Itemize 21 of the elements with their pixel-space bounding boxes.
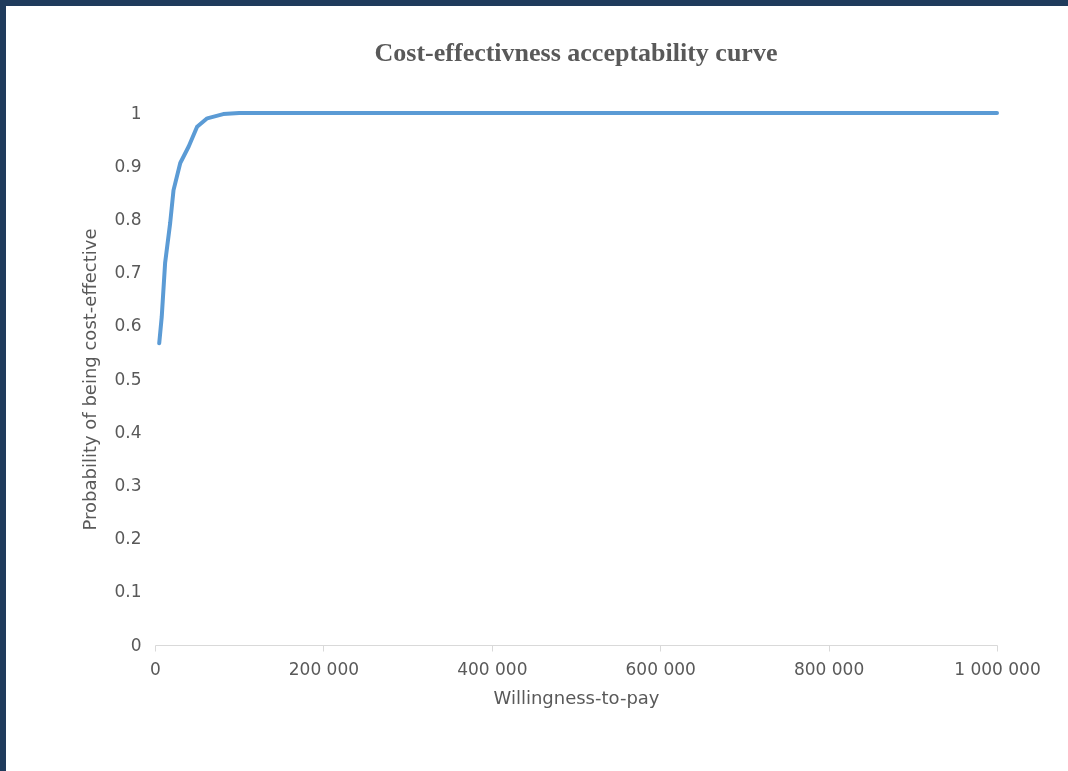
y-tick-label: 0.6	[114, 315, 142, 336]
y-tick-label: 0.5	[114, 368, 142, 389]
y-tick-label: 0.8	[114, 208, 142, 229]
line-series	[157, 111, 999, 346]
x-tick-label: 0	[150, 658, 161, 679]
y-tick-label: 0.7	[114, 262, 142, 283]
x-tick-label: 400 000	[457, 658, 528, 679]
x-tick-label: 600 000	[625, 658, 696, 679]
y-tick-label: 0.4	[114, 421, 142, 442]
y-tick-label: 0.3	[114, 474, 142, 495]
x-tick-label: 200 000	[288, 658, 360, 679]
y-tick-label: 0.9	[114, 155, 142, 176]
x-axis-title: Willingness-to-pay	[493, 686, 660, 708]
y-tick-label: 0	[130, 634, 142, 655]
y-tick-label: 0.1	[114, 581, 142, 602]
x-tick-label: 1 000 000	[954, 658, 1041, 679]
y-axis-title: Probability of being cost-effective	[79, 228, 101, 531]
y-tick-label: 1	[130, 102, 142, 123]
x-tick-label: 800 000	[793, 658, 865, 679]
y-tick-label: 0.2	[114, 528, 142, 549]
chart-title: Cost-effectivness acceptability curve	[374, 38, 778, 67]
